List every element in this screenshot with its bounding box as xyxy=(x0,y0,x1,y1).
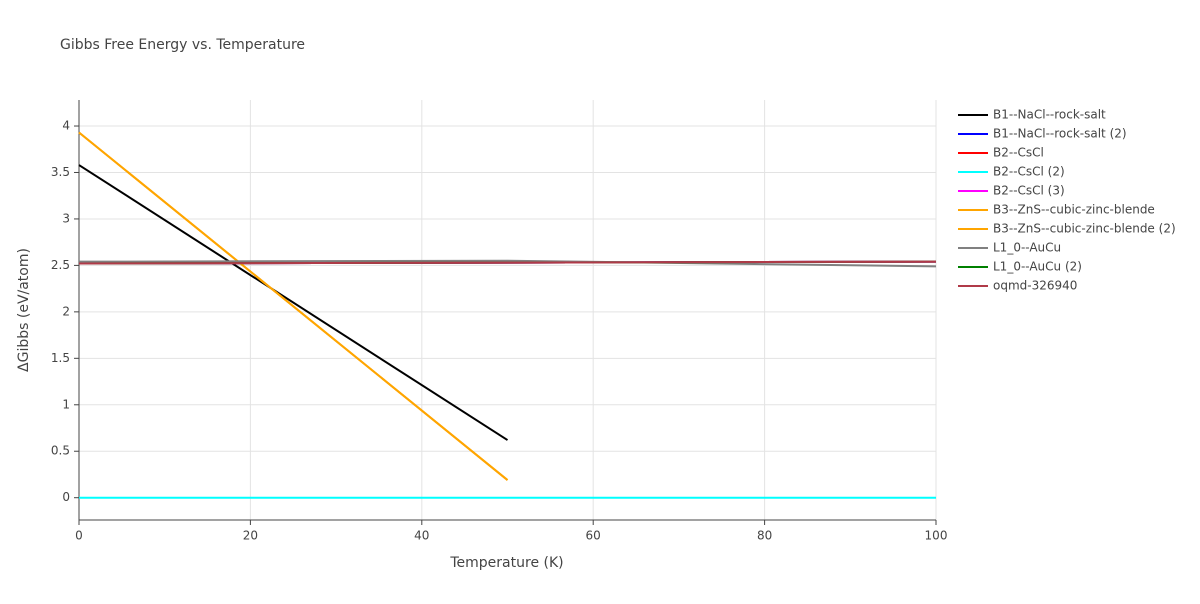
legend-label: B1--NaCl--rock-salt (2) xyxy=(993,127,1127,141)
legend-label: L1_0--AuCu xyxy=(993,241,1061,255)
x-tick-label: 100 xyxy=(925,529,948,543)
series-line xyxy=(78,131,509,481)
legend-label: B2--CsCl xyxy=(993,146,1044,160)
series-line xyxy=(78,260,937,265)
x-axis-title: Temperature (K) xyxy=(449,555,563,571)
legend-label: B2--CsCl (3) xyxy=(993,184,1065,198)
y-tick-label: 2 xyxy=(62,304,70,318)
y-tick-label: 1 xyxy=(62,397,70,411)
y-tick-label: 0.5 xyxy=(51,444,70,458)
y-tick-label: 0 xyxy=(62,490,70,504)
y-tick-label: 1.5 xyxy=(51,351,70,365)
y-axis-title: ΔGibbs (eV/atom) xyxy=(16,248,32,372)
x-tick-label: 80 xyxy=(757,529,772,543)
series-line xyxy=(78,259,937,268)
x-tick-label: 40 xyxy=(414,529,429,543)
series-line xyxy=(78,164,509,441)
y-tick-label: 3 xyxy=(62,211,70,225)
legend-label: B2--CsCl (2) xyxy=(993,165,1065,179)
legend-label: B3--ZnS--cubic-zinc-blende xyxy=(993,203,1155,217)
chart-title: Gibbs Free Energy vs. Temperature xyxy=(60,37,305,53)
legend-label: B1--NaCl--rock-salt xyxy=(993,108,1106,122)
x-tick-label: 60 xyxy=(586,529,601,543)
x-tick-label: 20 xyxy=(243,529,258,543)
y-tick-label: 3.5 xyxy=(51,165,70,179)
legend-label: L1_0--AuCu (2) xyxy=(993,260,1082,274)
x-tick-label: 0 xyxy=(75,529,83,543)
y-tick-label: 2.5 xyxy=(51,258,70,272)
y-tick-label: 4 xyxy=(62,119,70,133)
legend-label: B3--ZnS--cubic-zinc-blende (2) xyxy=(993,222,1176,236)
legend-label: oqmd-326940 xyxy=(993,279,1077,293)
